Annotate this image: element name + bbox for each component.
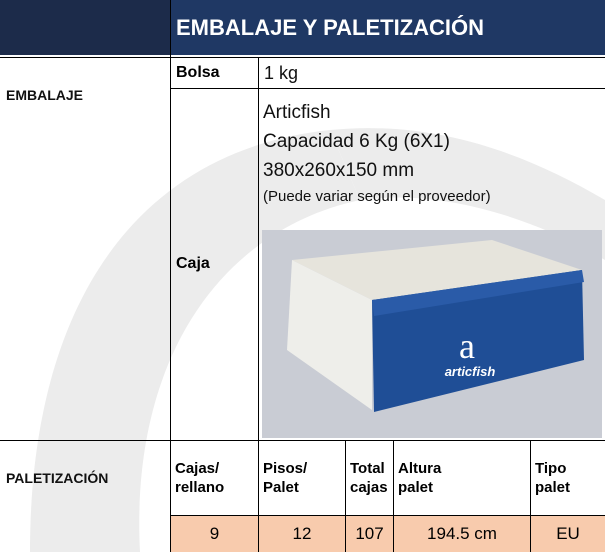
row-value: 1 kg bbox=[264, 62, 299, 83]
column-header: Pisos/Palet bbox=[259, 441, 345, 515]
row-label: Bolsa bbox=[176, 64, 220, 81]
header-line: cajas bbox=[350, 479, 388, 496]
column-header: Tipo palet bbox=[531, 441, 605, 515]
header-line: rellano bbox=[175, 479, 225, 496]
border bbox=[258, 58, 259, 552]
value-cell: 107 bbox=[346, 516, 393, 552]
header-line: Altura bbox=[398, 460, 442, 477]
value-cell: 194.5 cm bbox=[394, 516, 530, 552]
box-photo: a articfish bbox=[262, 230, 602, 438]
value-cell: 12 bbox=[259, 516, 345, 552]
border bbox=[530, 440, 531, 552]
text-line: 380x260x150 mm bbox=[263, 160, 415, 181]
header-line: Palet bbox=[263, 479, 299, 496]
box-brand: articfish bbox=[445, 364, 496, 379]
header-line: Pisos/ bbox=[263, 460, 308, 477]
row-label: Caja bbox=[176, 255, 210, 272]
value-cell: 9 bbox=[171, 516, 258, 552]
border bbox=[170, 515, 605, 516]
column-header: Cajas/rellano bbox=[171, 441, 258, 515]
column-header: Altura palet bbox=[394, 441, 530, 515]
header-title: EMBALAJE Y PALETIZACIÓN bbox=[170, 0, 605, 55]
section-label: EMBALAJE bbox=[6, 87, 84, 103]
border bbox=[0, 57, 605, 58]
text-line: Capacidad 6 Kg (6X1) bbox=[263, 131, 450, 152]
border bbox=[393, 440, 394, 552]
border bbox=[345, 440, 346, 552]
header-line: Tipo bbox=[535, 460, 567, 477]
border bbox=[170, 88, 605, 89]
note: (Puede variar según el proveedor) bbox=[263, 188, 491, 205]
column-header: Total cajas bbox=[346, 441, 393, 515]
header-corner bbox=[0, 0, 170, 55]
border bbox=[0, 440, 605, 441]
text-line: Articfish bbox=[263, 102, 331, 123]
caja-description: Articfish Capacidad 6 Kg (6X1) 380x260x1… bbox=[263, 98, 491, 209]
section-label: PALETIZACIÓN bbox=[6, 469, 109, 486]
header-line: palet bbox=[398, 479, 434, 496]
box-logo: a bbox=[459, 326, 475, 366]
value-cell: EU bbox=[531, 516, 605, 552]
header-line: Total bbox=[350, 460, 385, 477]
border bbox=[170, 0, 171, 552]
header-line: Cajas/ bbox=[175, 460, 220, 477]
header-line: palet bbox=[535, 479, 571, 496]
